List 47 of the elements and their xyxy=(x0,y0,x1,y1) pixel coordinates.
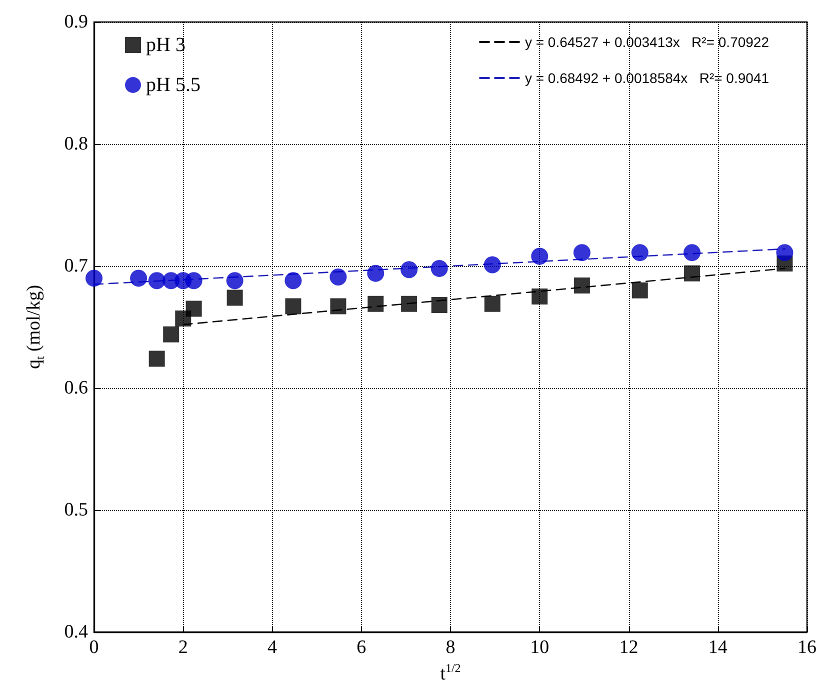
point xyxy=(532,288,548,304)
x-tick-label: 0 xyxy=(89,637,99,658)
point xyxy=(573,244,590,262)
legend-label: pH 5.5 xyxy=(146,74,200,96)
point xyxy=(531,248,548,265)
point xyxy=(226,272,244,290)
point xyxy=(776,244,794,262)
x-tick-label: 16 xyxy=(798,637,816,658)
point xyxy=(400,261,418,278)
point xyxy=(631,244,648,262)
x-tick-label: 2 xyxy=(178,637,188,658)
point xyxy=(632,282,648,298)
point xyxy=(484,296,500,312)
point xyxy=(330,268,347,286)
point xyxy=(330,298,346,314)
point xyxy=(148,272,166,290)
point xyxy=(367,264,384,282)
y-tick-label: 0.7 xyxy=(64,256,88,276)
y-tick-label: 0.8 xyxy=(64,134,88,154)
x-tick-label: 10 xyxy=(530,637,550,658)
point xyxy=(431,297,448,314)
x-tick-label: 6 xyxy=(356,637,366,658)
point xyxy=(368,296,384,312)
y-tick-label: 0.6 xyxy=(64,378,88,398)
y-tick-label: 0.5 xyxy=(64,500,88,520)
x-tick-label: 4 xyxy=(268,637,278,658)
point xyxy=(684,244,701,262)
point xyxy=(285,298,302,314)
y-axis-title: qt (mol/kg) xyxy=(24,284,47,370)
point xyxy=(148,350,165,367)
point xyxy=(401,296,418,312)
point xyxy=(430,260,448,277)
point xyxy=(226,290,243,306)
point xyxy=(130,270,148,287)
point xyxy=(186,300,202,317)
y-tick-label: 0.9 xyxy=(64,12,88,32)
point xyxy=(684,265,700,282)
point xyxy=(163,326,180,342)
point xyxy=(86,270,102,287)
x-tick-label: 12 xyxy=(619,637,638,658)
point xyxy=(574,278,590,294)
x-tick-label: 14 xyxy=(708,637,728,658)
y-tick-label: 0.4 xyxy=(64,622,88,642)
point xyxy=(284,272,302,290)
point xyxy=(185,272,202,290)
x-tick-label: 8 xyxy=(446,637,456,658)
point xyxy=(484,256,501,274)
